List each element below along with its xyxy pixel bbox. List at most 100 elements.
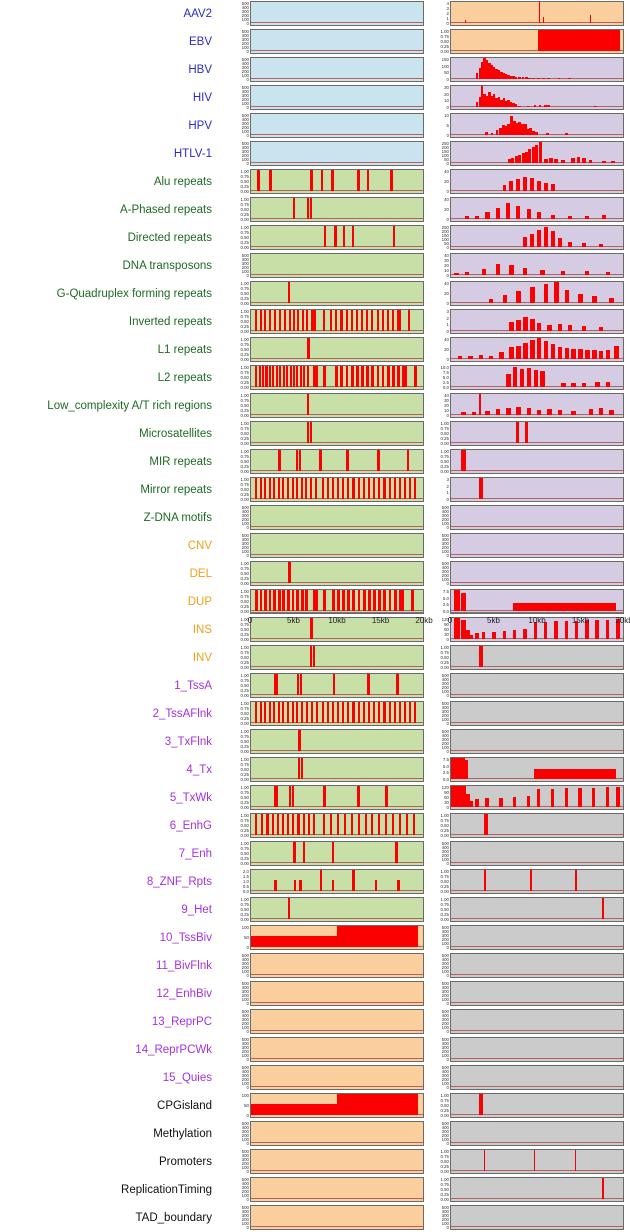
data-bar <box>490 95 493 107</box>
track-row: 500 400 300 200 100 0 <box>428 672 628 700</box>
y-tick: 0.75 <box>440 34 449 39</box>
y-tick: 120 <box>441 617 449 622</box>
y-tick: 0.75 <box>440 1154 449 1159</box>
y-tick: 300 <box>241 93 249 98</box>
y-tick: 0 <box>446 245 449 250</box>
y-axis: 1.00 0.75 0.50 0.25 0.00 <box>228 280 250 308</box>
y-tick: 0.50 <box>240 207 249 212</box>
y-tick: 200 <box>441 573 449 578</box>
data-bar <box>287 702 290 723</box>
track-row: 1.00 0.75 0.50 0.25 0.00 <box>428 448 628 476</box>
y-tick: 0.75 <box>240 342 249 347</box>
y-tick: 0 <box>446 189 449 194</box>
track-row: 30 20 10 0 <box>428 84 628 112</box>
data-bar <box>337 478 340 499</box>
data-bar <box>532 131 535 135</box>
y-tick: 200 <box>241 153 249 158</box>
y-tick: 500 <box>241 113 249 118</box>
y-axis: 1.00 0.75 0.50 0.25 0.00 <box>228 672 250 700</box>
data-bar <box>289 366 292 387</box>
track-row: 500 400 300 200 100 0 <box>428 1204 628 1232</box>
data-bar <box>451 786 467 807</box>
y-tick: 20 <box>444 263 449 268</box>
data-bar <box>578 294 583 303</box>
row-label-ebv: EBV <box>188 36 212 48</box>
y-tick: 0 <box>446 105 449 110</box>
y-axis: 1.00 0.75 0.50 0.25 0.00 <box>228 196 250 224</box>
data-bar <box>259 478 262 499</box>
track-plot <box>450 281 624 306</box>
data-bar <box>303 366 306 387</box>
y-axis: 40 20 0 <box>428 196 450 224</box>
y-tick: 400 <box>241 537 249 542</box>
y-tick: 0.50 <box>240 179 249 184</box>
data-bar <box>312 366 319 387</box>
data-bar <box>256 170 260 191</box>
baseline <box>251 749 423 751</box>
y-tick: 500 <box>241 1 249 6</box>
y-tick: 200 <box>241 41 249 46</box>
track-plot <box>250 393 424 418</box>
y-tick: 30 <box>444 398 449 403</box>
data-bar <box>509 265 514 275</box>
track-plot <box>250 925 424 950</box>
data-bar <box>605 787 610 807</box>
row-label-a-phased-repeats: A-Phased repeats <box>119 204 212 216</box>
y-tick: 0.50 <box>240 823 249 828</box>
data-bar <box>492 631 496 639</box>
y-tick: 300 <box>241 149 249 154</box>
data-bar <box>287 590 290 611</box>
y-tick: 0.50 <box>240 767 249 772</box>
y-axis: 10.0 7.5 5.0 2.5 0.0 <box>428 364 450 392</box>
data-bar <box>550 231 555 247</box>
data-bar <box>352 590 356 611</box>
y-tick: 100 <box>241 549 249 554</box>
data-bar <box>483 94 486 107</box>
y-tick: 500 <box>241 505 249 510</box>
data-bar <box>578 787 582 807</box>
y-axis: 40 30 20 10 0 <box>428 252 450 280</box>
data-bar <box>595 381 600 387</box>
data-bar <box>371 366 375 387</box>
data-bar <box>373 702 376 723</box>
y-tick: 150 <box>441 57 449 62</box>
baseline <box>451 749 623 751</box>
data-bar <box>533 105 537 107</box>
track-row: 500 400 300 200 100 0 <box>428 840 628 868</box>
y-tick: 200 <box>241 517 249 522</box>
data-bar <box>331 842 335 863</box>
y-tick: 0.00 <box>240 749 249 754</box>
data-bar <box>550 344 556 359</box>
data-bar <box>585 271 590 275</box>
row-label-9-het: 9_Het <box>181 904 212 916</box>
track-plot <box>250 729 424 754</box>
data-bar <box>483 58 486 79</box>
data-bar <box>509 322 514 331</box>
y-tick: 0.50 <box>240 599 249 604</box>
track-plot <box>450 421 624 446</box>
data-bar <box>512 366 518 387</box>
data-bar <box>388 702 391 723</box>
data-bar <box>295 450 298 471</box>
y-tick: 0.25 <box>440 660 449 665</box>
data-bar <box>567 78 571 79</box>
data-bar <box>268 702 271 723</box>
data-bar <box>284 310 287 331</box>
data-bar <box>264 478 267 499</box>
y-axis: 1.00 0.75 0.50 0.25 0.00 <box>428 644 450 672</box>
y-tick: 500 <box>441 533 449 538</box>
track-row: 500 400 300 200 100 0 <box>228 28 428 56</box>
data-bar <box>557 78 561 79</box>
y-axis: 2.0 1.5 1.0 0.5 0.0 <box>228 868 250 896</box>
data-bar <box>593 105 597 107</box>
y-axis: 500 400 300 200 100 0 <box>228 532 250 560</box>
data-bar <box>485 96 489 107</box>
y-tick: 0.00 <box>440 665 449 670</box>
y-tick: 0 <box>446 161 449 166</box>
data-bar <box>505 74 508 79</box>
y-tick: 0.25 <box>240 380 249 385</box>
y-tick: 90 <box>444 622 449 627</box>
y-axis: 1.00 0.75 0.50 0.25 0.00 <box>428 420 450 448</box>
data-bar <box>543 283 549 303</box>
y-axis: 1.00 0.75 0.50 0.25 0.00 <box>428 868 450 896</box>
